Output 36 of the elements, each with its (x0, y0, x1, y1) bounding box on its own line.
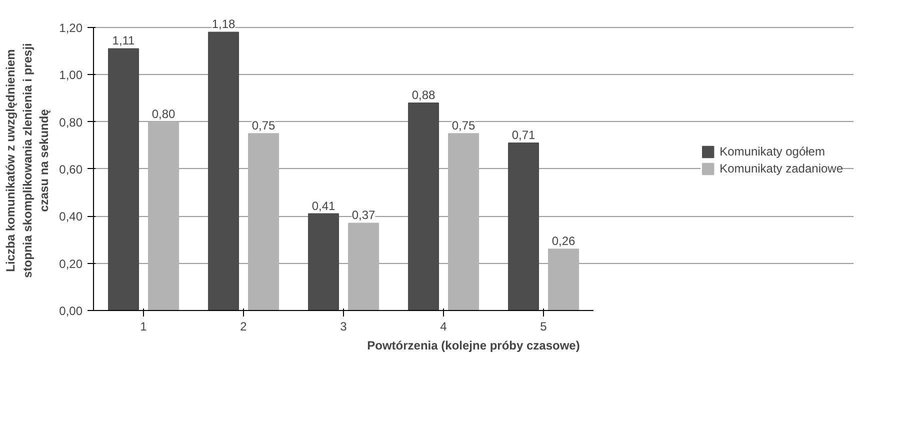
data-label: 0,75 (252, 118, 276, 133)
bar (348, 222, 379, 310)
x-tick-label: 1 (140, 320, 148, 334)
y-tick-label: 1,20 (59, 20, 83, 35)
y-tick-label: 0,80 (59, 115, 83, 130)
y-tick-label: 0,60 (59, 162, 83, 176)
bar (548, 248, 579, 310)
data-label: 0,26 (552, 234, 576, 248)
y-tick-label: 0,00 (59, 304, 83, 318)
data-label: 0,41 (312, 198, 336, 213)
y-tick-label: 0,20 (59, 256, 83, 271)
legend-label: Komunikaty ogółem (720, 144, 825, 158)
data-label: 0,71 (512, 128, 536, 142)
bar (148, 121, 179, 310)
x-tick-label: 5 (540, 320, 548, 334)
data-label: 0,88 (412, 88, 436, 102)
bar (408, 102, 439, 310)
bar (508, 142, 539, 310)
y-tick-label: 0,40 (59, 210, 83, 224)
x-tick-label: 2 (240, 320, 248, 334)
bar (308, 213, 339, 310)
bar (208, 32, 239, 310)
y-axis-title: Liczba komunikatów z uwzględnieniem stopnia skomplikowania zlenienia i presji czasu na sekundę (4, 43, 52, 278)
bar (448, 133, 479, 310)
data-label: 1,11 (112, 34, 136, 48)
x-tick-label: 4 (440, 320, 448, 334)
x-tick-label: 3 (340, 320, 348, 334)
y-tick-label: 1,00 (59, 68, 83, 82)
data-label: 0,75 (452, 118, 476, 133)
bar (108, 48, 139, 310)
data-label: 0,80 (152, 106, 176, 121)
data-label: 1,18 (212, 17, 236, 32)
data-label: 0,37 (352, 208, 376, 222)
legend-label: Komunikaty zadaniowe (720, 162, 843, 176)
x-axis-title: Powtórzenia (kolejne próby czasowe) (367, 338, 580, 352)
bar (248, 133, 279, 310)
